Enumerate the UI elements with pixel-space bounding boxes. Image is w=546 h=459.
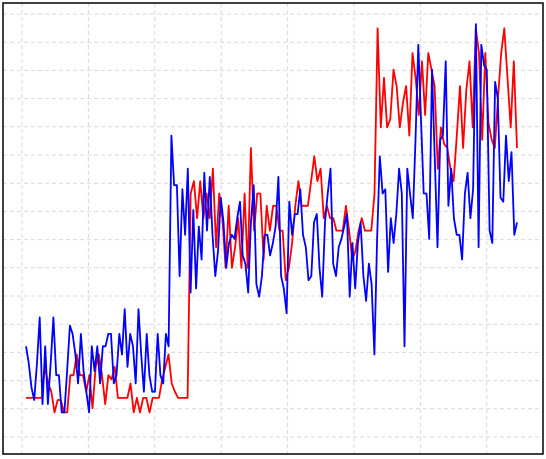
plot-frame <box>2 2 544 455</box>
series-layer <box>25 23 518 414</box>
series-line-2 <box>25 23 518 414</box>
grid <box>3 3 543 454</box>
series-line-1 <box>26 27 518 414</box>
